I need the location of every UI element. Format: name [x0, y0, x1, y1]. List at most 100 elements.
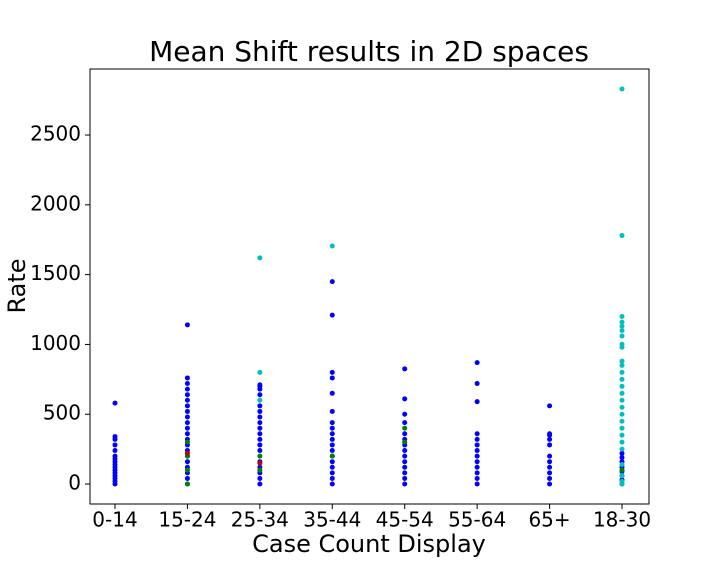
point: [474, 475, 480, 481]
point: [184, 375, 190, 381]
point: [547, 436, 553, 442]
point: [257, 481, 263, 487]
chart-title: Mean Shift results in 2D spaces: [149, 35, 589, 68]
point: [402, 431, 408, 437]
point: [112, 453, 118, 459]
point: [402, 411, 408, 417]
point: [619, 432, 625, 438]
point: [619, 319, 625, 325]
point: [184, 386, 190, 392]
point: [619, 418, 625, 424]
x-tick-label: 45-54: [376, 508, 434, 532]
point: [619, 376, 625, 382]
point: [184, 392, 190, 398]
point: [547, 470, 553, 476]
y-axis-label: Rate: [3, 258, 31, 313]
point: [402, 448, 408, 454]
point: [329, 312, 335, 318]
point: [619, 461, 625, 467]
point: [619, 467, 625, 473]
point: [257, 442, 263, 448]
y-tick-label: 1000: [30, 331, 81, 355]
point: [184, 467, 190, 473]
plot-frame: [89, 68, 650, 505]
point: [184, 397, 190, 403]
point: [619, 341, 625, 347]
point: [257, 255, 263, 261]
point: [184, 408, 190, 414]
point: [547, 431, 553, 437]
point: [619, 455, 625, 461]
point: [329, 436, 335, 442]
point: [257, 475, 263, 481]
point: [112, 434, 118, 440]
point: [402, 459, 408, 465]
point: [257, 392, 263, 398]
point: [257, 431, 263, 437]
point: [547, 464, 553, 470]
point: [184, 420, 190, 426]
point: [619, 478, 625, 484]
point: [619, 358, 625, 364]
x-tick-label: 15-24: [158, 508, 216, 532]
point: [619, 314, 625, 320]
y-tick-label: 0: [68, 471, 81, 495]
x-tick-label: 18-30: [593, 508, 651, 532]
point: [329, 420, 335, 426]
point: [619, 323, 625, 329]
x-tick-label: 65+: [528, 508, 570, 532]
point: [474, 381, 480, 387]
point: [619, 369, 625, 375]
point: [619, 473, 625, 479]
point: [257, 420, 263, 426]
point: [619, 390, 625, 396]
point: [257, 369, 263, 375]
point: [329, 481, 335, 487]
point: [547, 403, 553, 409]
point: [112, 400, 118, 406]
point: [257, 460, 263, 466]
point: [474, 464, 480, 470]
point: [329, 369, 335, 375]
point: [257, 403, 263, 409]
point: [329, 453, 335, 459]
point: [112, 442, 118, 448]
point: [257, 408, 263, 414]
y-tick-label: 500: [43, 401, 81, 425]
point: [184, 425, 190, 431]
x-tick-label: 0-14: [92, 508, 137, 532]
point: [619, 327, 625, 333]
point: [474, 459, 480, 465]
point: [329, 470, 335, 476]
point: [402, 470, 408, 476]
point: [619, 411, 625, 417]
x-tick-label: 55-64: [448, 508, 506, 532]
point: [257, 382, 263, 388]
point: [474, 448, 480, 454]
point: [474, 399, 480, 405]
point: [474, 470, 480, 476]
y-tick-label: 1500: [30, 261, 81, 285]
point: [257, 448, 263, 454]
point: [402, 453, 408, 459]
point: [619, 439, 625, 445]
x-axis-label: Case Count Display: [252, 530, 486, 558]
point: [474, 431, 480, 437]
point: [329, 390, 335, 396]
point: [329, 459, 335, 465]
point: [547, 453, 553, 459]
point: [547, 481, 553, 487]
point: [257, 467, 263, 473]
point: [547, 459, 553, 465]
point: [402, 425, 408, 431]
point: [619, 233, 625, 239]
point: [329, 448, 335, 454]
point: [619, 397, 625, 403]
point: [184, 414, 190, 420]
point: [257, 425, 263, 431]
point: [329, 475, 335, 481]
point: [184, 475, 190, 481]
point: [257, 436, 263, 442]
point: [402, 475, 408, 481]
